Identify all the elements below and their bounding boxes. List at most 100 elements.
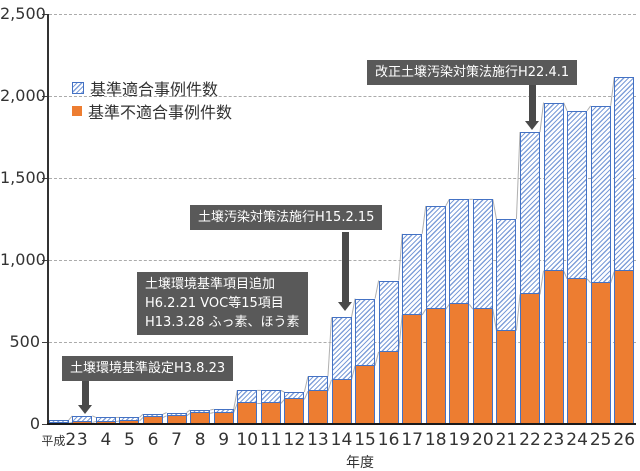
x-tick-label-16: 16 xyxy=(377,430,400,450)
y-tick-mark xyxy=(42,342,47,343)
x-tick-label-12: 12 xyxy=(283,430,306,450)
legend-label-conforming: 基準適合事例件数 xyxy=(90,79,219,99)
x-tick-label-19: 19 xyxy=(448,430,471,450)
x-tick-label-26: 26 xyxy=(613,430,636,450)
y-tick-label: 500 xyxy=(9,332,40,351)
bar-segment-nonconforming xyxy=(191,411,210,423)
bar-8 xyxy=(190,410,211,424)
annotation-callout-3: 土壌汚染対策法施行H15.2.15 xyxy=(190,205,383,230)
hatched-swatch-icon xyxy=(72,81,84,94)
y-tick-label: 2,500 xyxy=(0,4,46,23)
y-tick-mark xyxy=(42,424,47,425)
x-tick-label-10: 10 xyxy=(236,430,259,450)
bar-18 xyxy=(425,205,446,424)
bar-segment-nonconforming xyxy=(356,364,375,423)
era-prefix: 平成 xyxy=(41,434,66,448)
y-tick-mark xyxy=(42,14,47,15)
legend-item-nonconforming: 基準不適合事例件数 xyxy=(72,99,232,122)
bar-19 xyxy=(449,199,470,424)
bar-segment-nonconforming xyxy=(49,421,68,423)
x-tick-label-9: 9 xyxy=(218,430,230,450)
bar-10 xyxy=(237,390,258,424)
x-tick-label-15: 15 xyxy=(354,430,376,450)
annotation-arrow-icon xyxy=(341,232,349,302)
y-tick-label: 0 xyxy=(29,414,40,433)
bar-15 xyxy=(355,298,376,424)
bar-21 xyxy=(496,219,517,424)
bar-segment-nonconforming xyxy=(568,277,587,423)
bar-26 xyxy=(614,77,635,424)
bar-9 xyxy=(213,409,234,424)
bar-segment-nonconforming xyxy=(379,351,398,423)
annotation-callout-1: 土壌環境基準設定H3.8.23 xyxy=(62,356,234,381)
bar-segment-nonconforming xyxy=(332,378,351,423)
bar-segment-nonconforming xyxy=(544,269,563,423)
y-axis-line xyxy=(47,14,49,425)
x-tick-label-21: 21 xyxy=(495,430,518,450)
bar-16 xyxy=(378,280,399,424)
bar-segment-nonconforming xyxy=(473,307,492,423)
x-tick-label-3: 3 xyxy=(76,430,88,450)
bar-segment-nonconforming xyxy=(426,307,445,423)
bar-segment-nonconforming xyxy=(615,269,634,423)
annotation-arrowhead-icon xyxy=(338,302,352,311)
bar-20 xyxy=(472,199,493,424)
y-tick-label: 1,500 xyxy=(0,168,46,187)
bar-17 xyxy=(402,233,423,424)
x-tick-label-25: 25 xyxy=(589,430,612,450)
annotation-arrowhead-icon xyxy=(78,405,92,414)
bar-23 xyxy=(543,102,564,424)
bar-segment-nonconforming xyxy=(238,401,257,423)
x-tick-label-18: 18 xyxy=(424,430,447,450)
annotation-line: 土壌汚染対策法施行H15.2.15 xyxy=(198,210,375,225)
x-tick-label-24: 24 xyxy=(566,430,588,450)
x-tick-label-平成2: 平成2 xyxy=(41,430,77,450)
y-tick-mark xyxy=(42,178,47,179)
bar-14 xyxy=(331,317,352,424)
bar-segment-nonconforming xyxy=(591,281,610,423)
x-tick-label-7: 7 xyxy=(171,430,182,450)
annotation-line: H13.3.28 ふっ素、ほう素 xyxy=(145,315,300,330)
gridline-2,500 xyxy=(49,14,636,15)
x-tick-label-22: 22 xyxy=(519,430,541,450)
bar-segment-nonconforming xyxy=(450,302,469,423)
x-tick-label-14: 14 xyxy=(330,430,353,450)
bar-segment-nonconforming xyxy=(285,397,304,423)
gridline-2,000 xyxy=(49,96,636,97)
x-axis-line xyxy=(47,423,636,425)
legend: 基準適合事例件数 基準不適合事例件数 xyxy=(72,76,232,122)
y-tick-label: 2,000 xyxy=(0,86,46,105)
bar-segment-nonconforming xyxy=(261,401,280,423)
x-tick-label-8: 8 xyxy=(194,430,206,450)
annotation-arrow-icon xyxy=(528,84,536,121)
x-tick-label-20: 20 xyxy=(472,430,494,450)
legend-label-nonconforming: 基準不適合事例件数 xyxy=(88,102,233,122)
bar-12 xyxy=(284,392,305,424)
bar-25 xyxy=(590,105,611,424)
bar-segment-nonconforming xyxy=(144,415,163,423)
x-tick-label-17: 17 xyxy=(401,430,423,450)
bar-segment-nonconforming xyxy=(96,420,115,423)
annotation-line: 土壌環境基準項目追加 xyxy=(145,277,276,292)
bar-segment-nonconforming xyxy=(167,414,186,423)
bar-segment-nonconforming xyxy=(214,411,233,423)
annotation-callout-2: 土壌環境基準項目追加 H6.2.21 VOC等15項目 H13.3.28 ふっ素、ほ… xyxy=(137,272,308,335)
annotation-arrowhead-icon xyxy=(525,121,539,130)
x-tick-label-5: 5 xyxy=(124,430,135,450)
bar-11 xyxy=(260,390,281,424)
annotation-line: 土壌環境基準設定H3.8.23 xyxy=(70,361,226,376)
x-tick-label-6: 6 xyxy=(147,430,159,450)
gridline-1,500 xyxy=(49,178,636,179)
y-tick-label: 1,000 xyxy=(0,250,46,269)
bar-segment-nonconforming xyxy=(308,389,327,423)
annotation-arrow-icon xyxy=(81,379,89,405)
bar-segment-nonconforming xyxy=(520,292,539,423)
bar-22 xyxy=(519,132,540,424)
annotation-callout-4: 改正土壌汚染対策法施行H22.4.1 xyxy=(367,60,578,85)
annotation-line: 改正土壌汚染対策法施行H22.4.1 xyxy=(375,65,570,80)
x-tick-label-11: 11 xyxy=(259,430,282,450)
x-tick-label-13: 13 xyxy=(307,430,329,450)
bar-24 xyxy=(567,110,588,424)
bar-13 xyxy=(307,376,328,424)
